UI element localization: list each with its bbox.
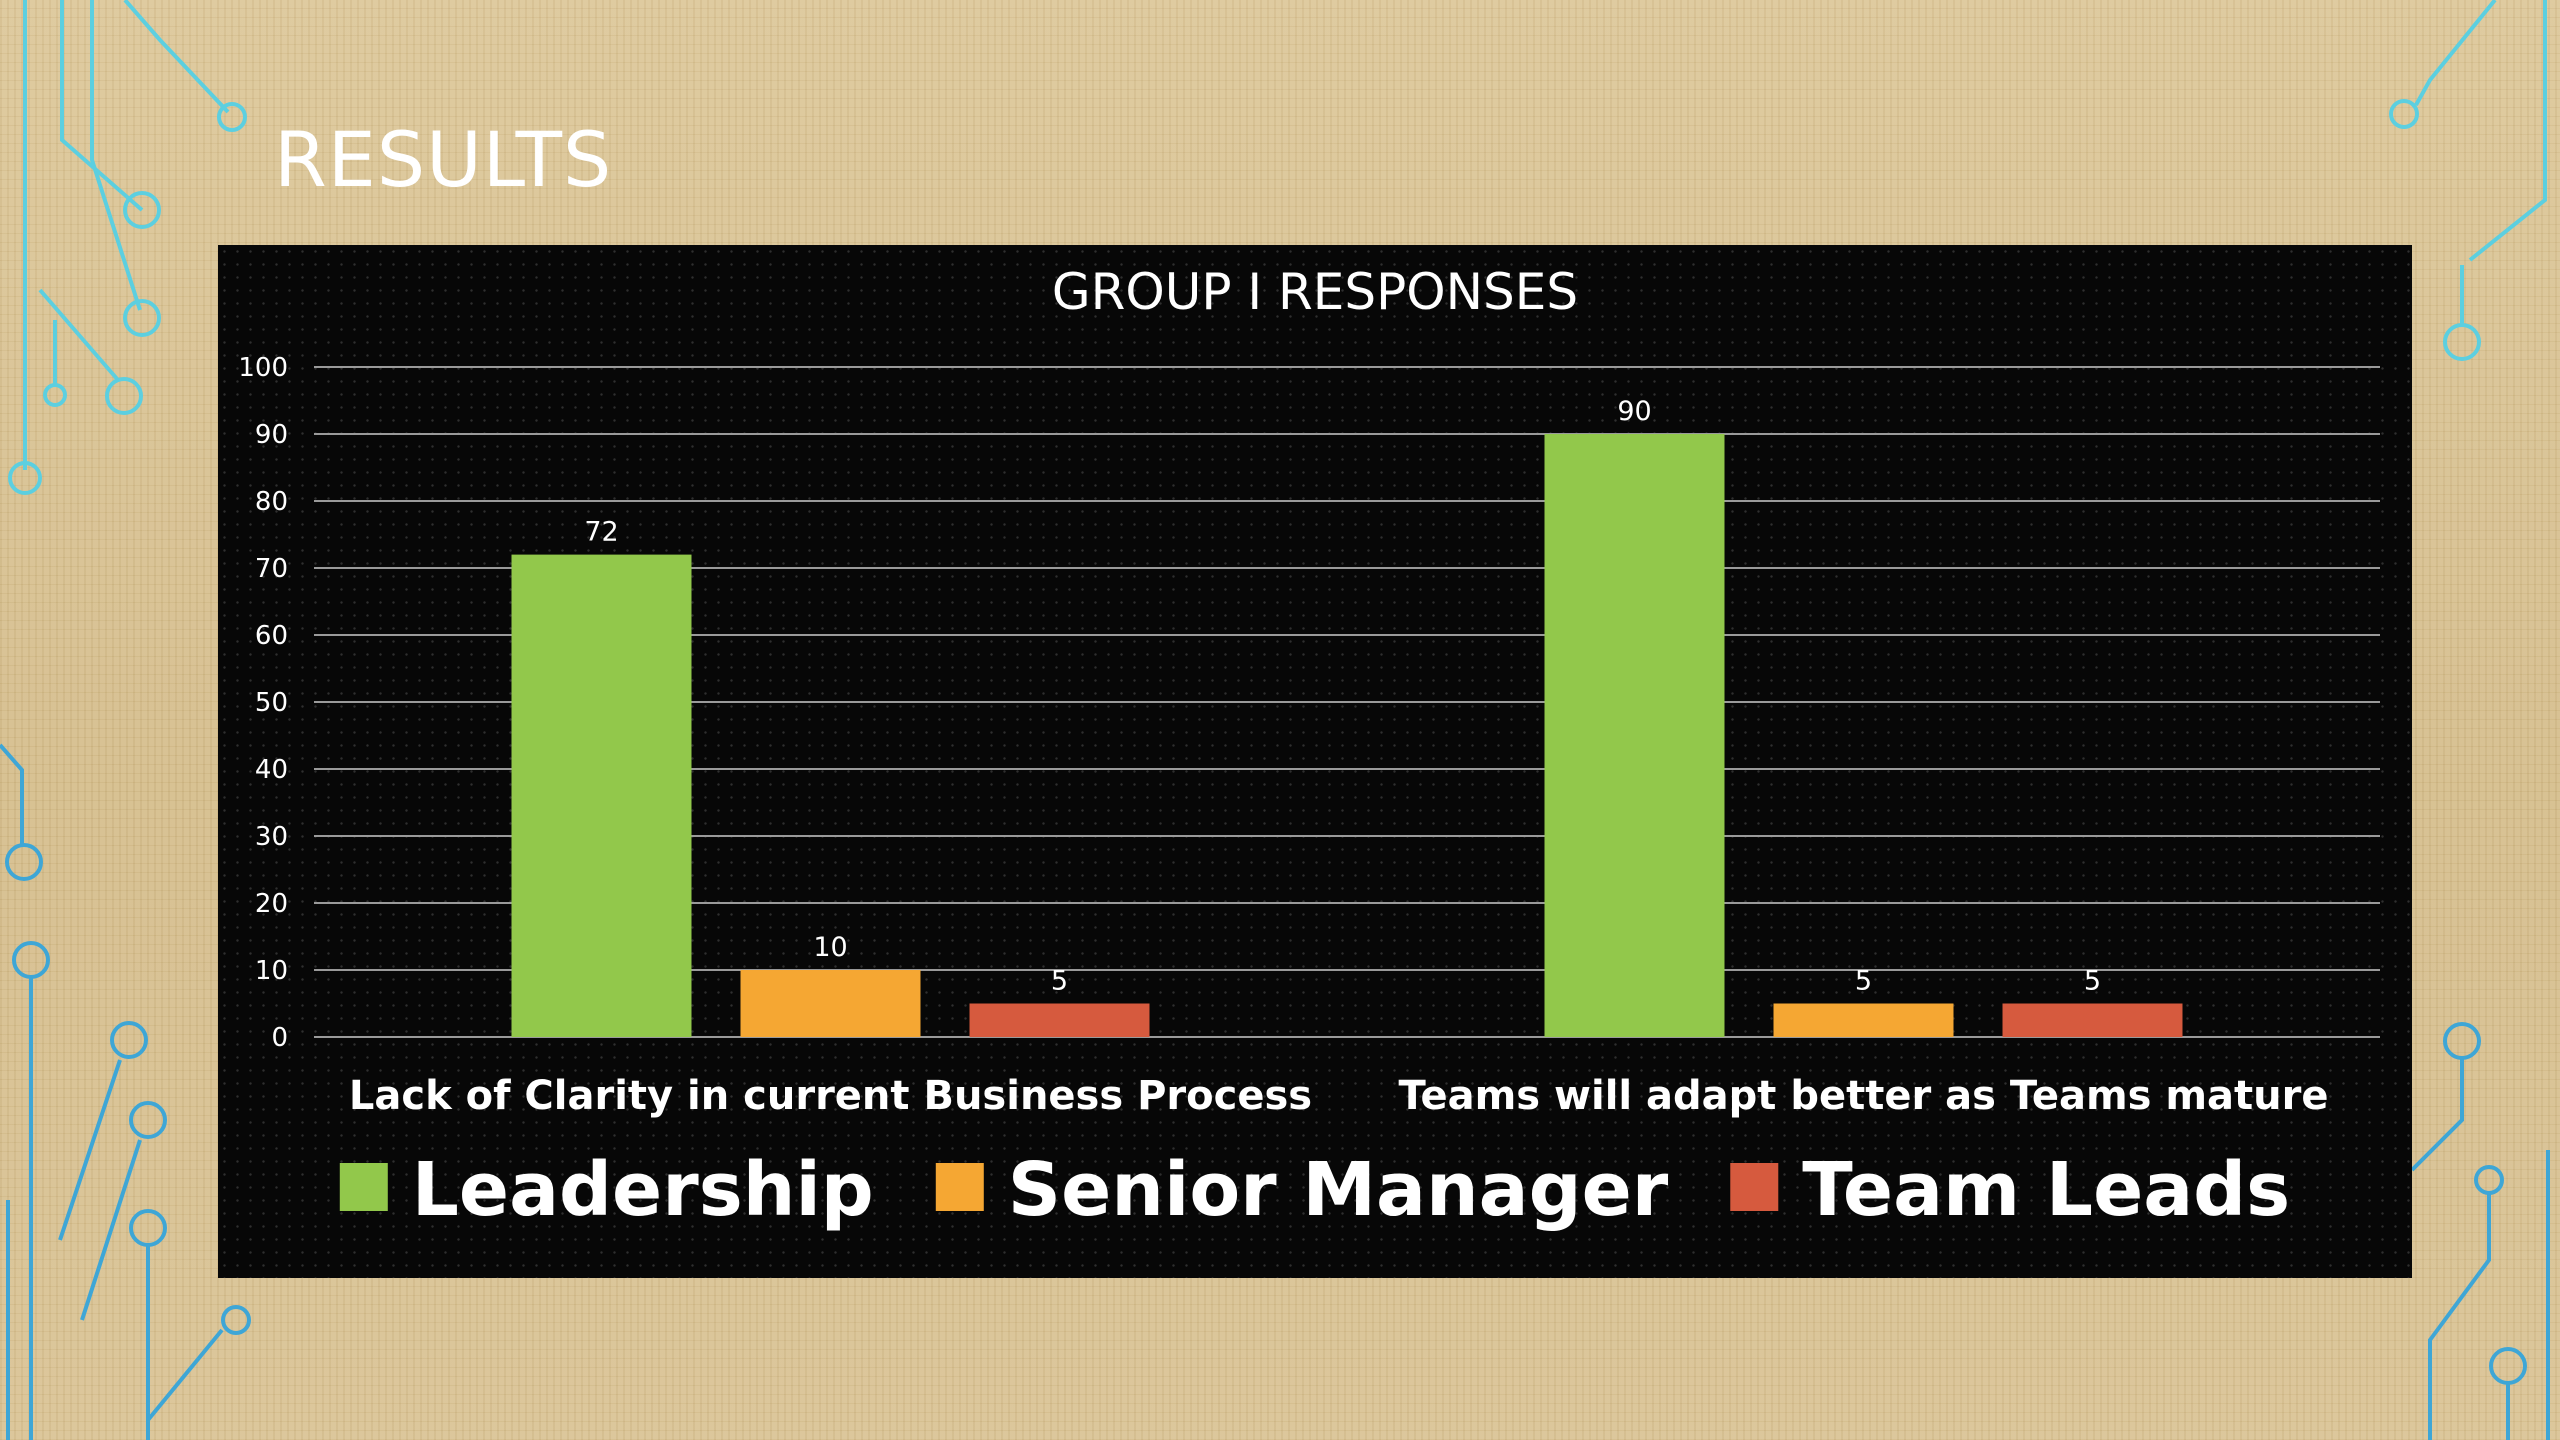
circuit-node <box>221 1305 251 1335</box>
legend-swatch <box>935 1163 984 1211</box>
legend-label: Leadership <box>412 1147 874 1233</box>
y-tick-label: 0 <box>271 1023 288 1053</box>
circuit-node <box>2389 99 2419 129</box>
circuit-node <box>12 941 50 979</box>
circuit-node <box>8 461 42 495</box>
category-label: Lack of Clarity in current Business Proc… <box>349 1073 1312 1119</box>
legend: Leadership Senior Manager Team Leads <box>339 1147 2290 1233</box>
circuit-line <box>2414 0 2497 106</box>
category-labels: Lack of Clarity in current Business Proc… <box>349 1073 2329 1119</box>
bar-chart: GROUP I RESPONSES 0102030405060708090100… <box>238 263 2380 1233</box>
circuit-line <box>0 743 24 845</box>
data-label: 10 <box>813 932 847 963</box>
y-tick-label: 80 <box>255 487 288 517</box>
legend-swatch <box>339 1163 388 1211</box>
bar <box>1773 1003 1954 1037</box>
circuit-node <box>5 843 43 881</box>
legend-label: Senior Manager <box>1008 1147 1669 1233</box>
chart-title: GROUP I RESPONSES <box>1052 263 1578 321</box>
chart-panel: GROUP I RESPONSES 0 10 20 30 40 50 60 70 80 90 100… <box>218 245 2412 1278</box>
data-labels: 72 10 5 90 5 5 <box>584 396 2101 997</box>
circuit-node <box>2443 323 2481 361</box>
bar <box>1544 434 1725 1037</box>
y-tick-label: 20 <box>255 889 288 919</box>
circuit-node <box>43 383 67 407</box>
circuit-line <box>146 1328 224 1422</box>
y-tick-label: 100 <box>238 353 288 383</box>
slide-title: RESULTS <box>274 115 613 204</box>
circuit-node <box>129 1101 167 1139</box>
circuit-node <box>2474 1165 2504 1195</box>
y-axis-ticks: 0 10 20 30 40 50 60 70 80 90 100 <box>238 353 288 1053</box>
y-tick-label: 40 <box>255 755 288 785</box>
circuit-node <box>129 1209 167 1247</box>
circuit-node <box>2489 1347 2527 1385</box>
circuit-line <box>123 0 230 114</box>
y-tick-label: 60 <box>255 621 288 651</box>
data-label: 5 <box>1051 966 1068 997</box>
legend-swatch <box>1730 1163 1779 1211</box>
bar <box>740 970 921 1037</box>
bar <box>511 554 692 1037</box>
y-tick-label: 50 <box>255 688 288 718</box>
data-label: 5 <box>1855 966 1872 997</box>
circuit-line <box>58 1059 122 1241</box>
data-label: 5 <box>2084 966 2101 997</box>
legend-label: Team Leads <box>1802 1147 2290 1233</box>
circuit-line <box>90 0 142 311</box>
bar <box>969 1003 1150 1037</box>
circuit-node <box>105 377 143 415</box>
circuit-line <box>2428 1193 2491 1440</box>
circuit-line <box>60 0 144 212</box>
circuit-line <box>80 1139 142 1321</box>
circuit-node <box>2443 1022 2481 1060</box>
circuit-node <box>110 1021 148 1059</box>
circuit-node <box>123 299 161 337</box>
data-label: 90 <box>1617 396 1651 427</box>
circuit-node <box>217 102 247 132</box>
circuit-line <box>2468 0 2547 262</box>
category-label: Teams will adapt better as Teams mature <box>1399 1073 2329 1119</box>
data-label: 72 <box>584 517 618 548</box>
y-tick-label: 30 <box>255 822 288 852</box>
circuit-line <box>2410 1058 2464 1172</box>
y-tick-label: 70 <box>255 554 288 584</box>
circuit-node <box>123 191 161 229</box>
circuit-line <box>38 288 120 382</box>
y-tick-label: 10 <box>255 956 288 986</box>
bars <box>511 434 2183 1037</box>
y-tick-label: 90 <box>255 420 288 450</box>
bar <box>2002 1003 2183 1037</box>
